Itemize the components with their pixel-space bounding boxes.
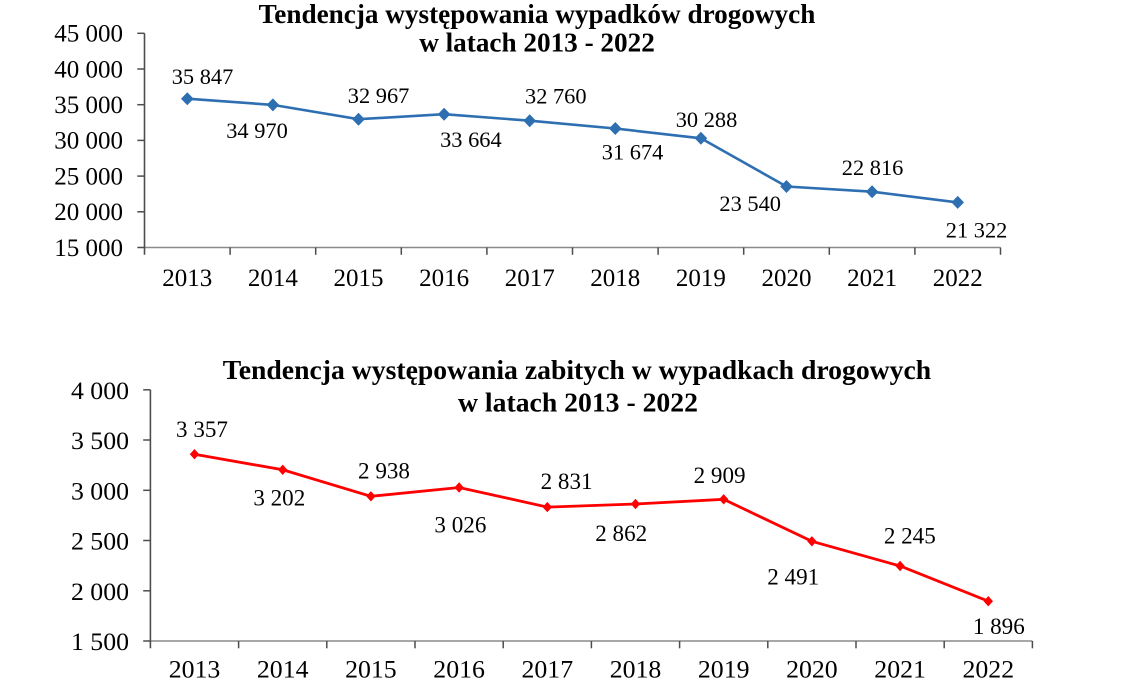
svg-text:2022: 2022	[933, 265, 983, 292]
svg-text:w latach 2013 - 2022: w latach 2013 - 2022	[458, 387, 698, 418]
svg-text:34 970: 34 970	[226, 118, 288, 143]
svg-text:2018: 2018	[590, 265, 640, 292]
svg-text:2015: 2015	[334, 265, 384, 292]
svg-text:2020: 2020	[762, 265, 812, 292]
svg-text:3 000: 3 000	[71, 476, 129, 505]
svg-text:2021: 2021	[847, 265, 897, 292]
svg-text:35 000: 35 000	[54, 92, 123, 119]
svg-text:w latach 2013 - 2022: w latach 2013 - 2022	[419, 28, 655, 58]
svg-text:2020: 2020	[786, 655, 838, 684]
svg-text:2 500: 2 500	[71, 527, 129, 556]
svg-text:2 938: 2 938	[358, 458, 410, 484]
svg-text:35 847: 35 847	[172, 64, 234, 89]
svg-text:1 896: 1 896	[973, 613, 1025, 639]
svg-text:3 357: 3 357	[176, 416, 228, 442]
svg-text:45 000: 45 000	[54, 21, 123, 48]
svg-text:2017: 2017	[522, 655, 574, 684]
svg-text:3 500: 3 500	[71, 426, 129, 455]
svg-text:15 000: 15 000	[54, 235, 123, 262]
svg-text:2021: 2021	[874, 655, 926, 684]
svg-text:2 491: 2 491	[767, 564, 819, 590]
svg-text:23 540: 23 540	[719, 191, 781, 216]
svg-text:32 760: 32 760	[525, 84, 587, 109]
svg-text:2 245: 2 245	[884, 523, 936, 549]
svg-text:2017: 2017	[505, 265, 555, 292]
svg-text:2 831: 2 831	[541, 468, 593, 494]
svg-text:2 000: 2 000	[71, 577, 129, 606]
svg-text:2 862: 2 862	[595, 520, 647, 546]
svg-text:Tendencja występowania wypadkó: Tendencja występowania wypadków drogowyc…	[259, 0, 816, 29]
svg-text:30 000: 30 000	[54, 128, 123, 155]
svg-text:3 026: 3 026	[434, 512, 486, 538]
svg-text:33 664: 33 664	[440, 127, 502, 152]
svg-text:2019: 2019	[676, 265, 726, 292]
svg-text:2016: 2016	[433, 655, 485, 684]
svg-text:3 202: 3 202	[253, 485, 305, 511]
svg-text:21 322: 21 322	[946, 217, 1008, 242]
svg-text:25 000: 25 000	[54, 163, 123, 190]
svg-text:22 816: 22 816	[842, 155, 904, 180]
svg-text:2014: 2014	[248, 265, 299, 292]
svg-text:32 967: 32 967	[348, 83, 410, 108]
svg-text:2013: 2013	[169, 655, 221, 684]
svg-text:1 500: 1 500	[71, 627, 129, 656]
svg-text:30 288: 30 288	[676, 107, 738, 132]
svg-text:2015: 2015	[345, 655, 397, 684]
svg-text:2019: 2019	[698, 655, 750, 684]
svg-text:31 674: 31 674	[602, 140, 664, 165]
svg-text:2018: 2018	[610, 655, 662, 684]
svg-text:20 000: 20 000	[54, 199, 123, 226]
svg-text:2 909: 2 909	[694, 462, 746, 488]
svg-text:4 000: 4 000	[71, 376, 129, 405]
svg-text:40 000: 40 000	[54, 56, 123, 83]
svg-text:Tendencja występowania zabityc: Tendencja występowania zabitych w wypadk…	[223, 354, 931, 385]
svg-text:2016: 2016	[419, 265, 469, 292]
svg-text:2013: 2013	[162, 265, 212, 292]
svg-text:2014: 2014	[257, 655, 309, 684]
svg-text:2022: 2022	[963, 655, 1015, 684]
